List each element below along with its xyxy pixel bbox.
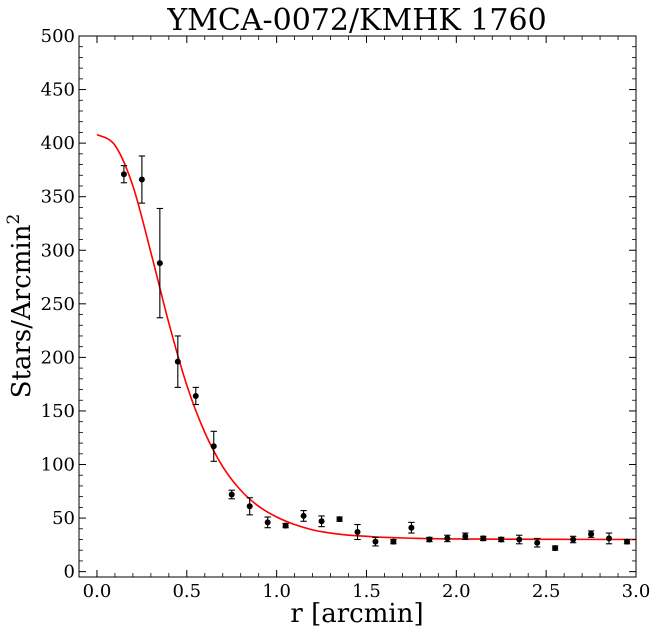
x-tick-label: 1.5 bbox=[352, 581, 381, 602]
y-tick-label: 300 bbox=[41, 240, 75, 261]
data-marker bbox=[300, 512, 307, 519]
axes-group: 0.0 0.5 1.0 1.5 2.0 2.5 3.0 0 50 100 150 200 250 300 3… bbox=[41, 26, 651, 602]
data-point bbox=[533, 537, 541, 548]
y-axis-label: Stars/Arcmin2 bbox=[4, 214, 37, 399]
data-marker bbox=[390, 538, 397, 545]
plot-frame bbox=[78, 35, 637, 578]
y-tick-label: 400 bbox=[41, 133, 75, 154]
data-point bbox=[120, 165, 128, 184]
data-point bbox=[498, 536, 505, 543]
data-point bbox=[587, 530, 595, 538]
data-marker bbox=[264, 519, 271, 526]
data-point bbox=[390, 538, 397, 545]
chart-title: YMCA-0072/KMHK 1760 bbox=[166, 3, 546, 38]
data-marker bbox=[174, 358, 181, 365]
data-point bbox=[623, 538, 631, 545]
data-marker bbox=[120, 171, 127, 178]
y-tick-label: 500 bbox=[41, 26, 75, 47]
data-marker bbox=[552, 545, 559, 552]
data-point bbox=[605, 532, 613, 545]
data-point bbox=[138, 155, 146, 204]
y-tick-label: 50 bbox=[52, 508, 75, 529]
data-marker bbox=[228, 491, 235, 498]
data-marker bbox=[498, 536, 505, 543]
data-point bbox=[192, 386, 199, 406]
data-marker bbox=[192, 392, 199, 399]
data-point bbox=[156, 207, 164, 319]
data-marker bbox=[156, 260, 163, 267]
data-point bbox=[462, 532, 469, 541]
x-tick-label: 1.0 bbox=[262, 581, 291, 602]
data-point bbox=[210, 430, 217, 462]
data-point bbox=[444, 534, 451, 543]
data-point bbox=[246, 497, 253, 516]
y-tick-label: 0 bbox=[64, 562, 75, 583]
data-point bbox=[300, 510, 307, 522]
data-marker bbox=[318, 518, 325, 525]
data-point bbox=[336, 516, 343, 523]
data-point bbox=[408, 521, 415, 534]
data-point bbox=[264, 516, 271, 529]
data-marker bbox=[372, 538, 379, 545]
y-tick-label: 200 bbox=[41, 347, 75, 368]
data-point bbox=[480, 535, 487, 542]
data-marker bbox=[408, 524, 415, 531]
data-points-group bbox=[120, 155, 631, 552]
x-tick-label: 0.5 bbox=[172, 581, 201, 602]
data-marker bbox=[624, 538, 631, 545]
data-point bbox=[372, 536, 379, 547]
y-tick-label: 100 bbox=[41, 455, 75, 476]
y-tick-label: 250 bbox=[41, 294, 75, 315]
data-marker bbox=[354, 529, 361, 536]
data-marker bbox=[480, 535, 487, 542]
data-point bbox=[354, 523, 361, 541]
data-marker bbox=[570, 536, 577, 543]
data-marker bbox=[516, 536, 523, 543]
x-tick-label: 2.5 bbox=[532, 581, 561, 602]
y-tick-label: 450 bbox=[41, 80, 75, 101]
y-axis-label-exponent: 2 bbox=[4, 214, 24, 225]
data-point bbox=[228, 489, 235, 500]
data-marker bbox=[462, 533, 469, 540]
data-point bbox=[551, 545, 559, 552]
y-tick-label: 150 bbox=[41, 401, 75, 422]
y-tick-label: 350 bbox=[41, 187, 75, 208]
y-axis-label-text: Stars/Arcmin bbox=[7, 224, 37, 398]
data-marker bbox=[282, 522, 289, 529]
x-tick-label: 0.0 bbox=[83, 581, 112, 602]
fit-curve bbox=[96, 133, 637, 541]
data-point bbox=[426, 536, 433, 543]
data-marker bbox=[138, 176, 145, 183]
data-marker bbox=[588, 531, 595, 538]
data-marker bbox=[246, 503, 253, 510]
data-point bbox=[282, 522, 289, 529]
data-point bbox=[569, 535, 577, 544]
x-axis-label: r [arcmin] bbox=[290, 599, 423, 629]
data-marker bbox=[426, 536, 433, 543]
data-marker bbox=[606, 535, 613, 542]
x-tick-label: 3.0 bbox=[622, 581, 651, 602]
data-marker bbox=[444, 535, 451, 542]
data-point bbox=[318, 515, 325, 528]
data-point bbox=[516, 534, 523, 545]
data-point bbox=[174, 335, 182, 388]
data-marker bbox=[210, 443, 217, 450]
x-tick-label: 2.0 bbox=[442, 581, 471, 602]
fit-curve-group bbox=[96, 133, 637, 541]
data-marker bbox=[336, 516, 343, 523]
data-marker bbox=[534, 539, 541, 546]
